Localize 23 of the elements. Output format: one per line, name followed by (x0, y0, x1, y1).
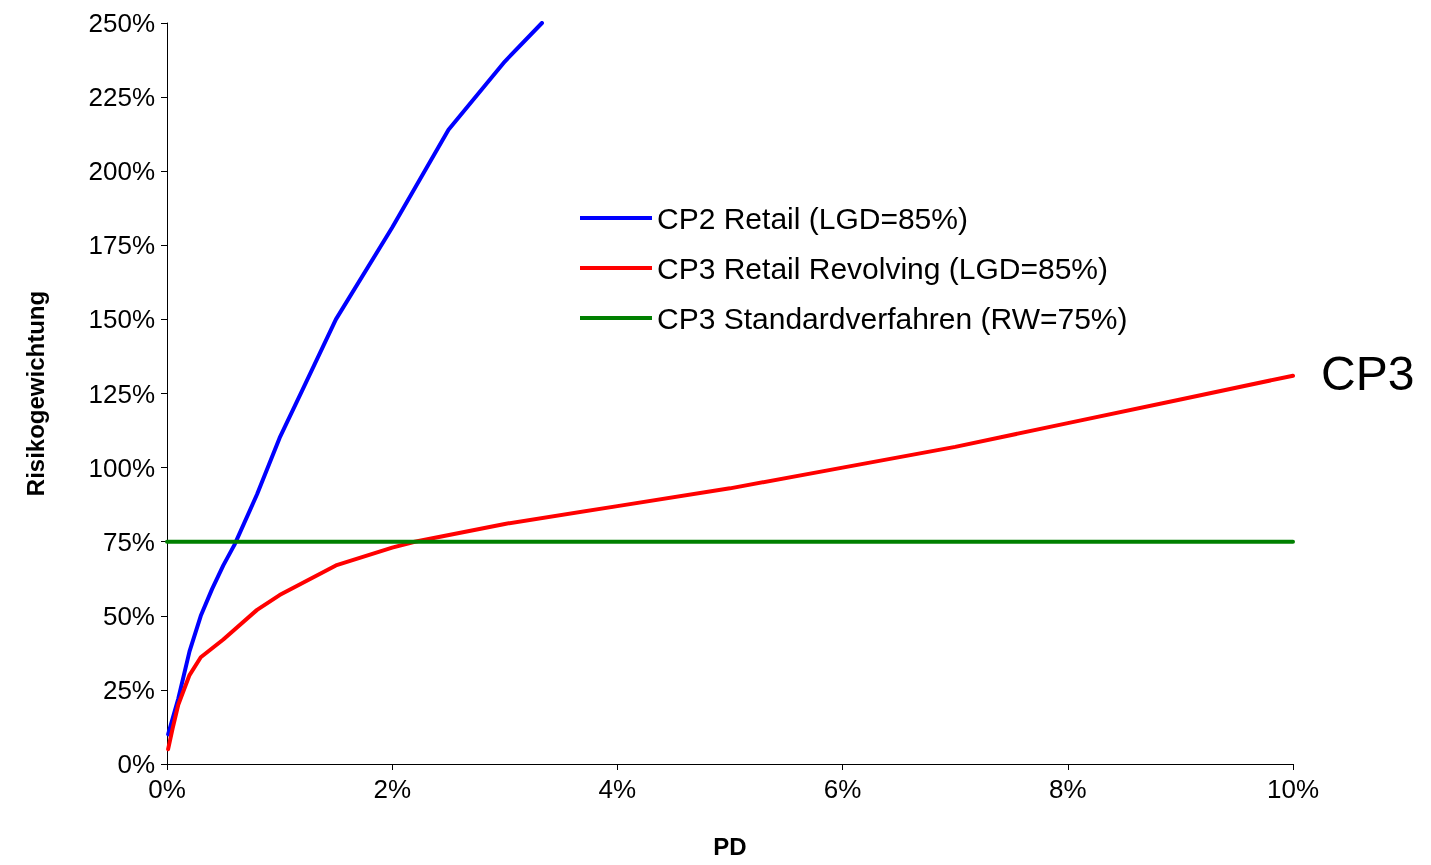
x-tick-label: 8% (1049, 774, 1087, 804)
y-tick-label: 150% (88, 304, 155, 335)
legend-label: CP3 Standardverfahren (RW=75%) (657, 301, 1128, 335)
line-series (166, 373, 1295, 752)
x-tick-label: 10% (1266, 774, 1320, 804)
y-tick-label: 200% (88, 156, 155, 187)
x-tick-label: 6% (823, 774, 862, 804)
y-tick-label: 175% (88, 230, 155, 261)
y-tick-label: 25% (102, 674, 155, 705)
line-series (166, 21, 544, 737)
legend-label: CP3 Retail Revolving (LGD=85%) (657, 251, 1109, 285)
y-tick-label: 50% (102, 600, 155, 631)
y-tick-label: 125% (88, 378, 155, 409)
x-tick-label: 2% (373, 774, 411, 804)
annotation: CP3 (1321, 347, 1415, 401)
y-tick-label: 250% (88, 8, 155, 38)
y-tick-label: 225% (88, 82, 155, 113)
y-tick-label: 75% (102, 526, 155, 557)
y-axis-title: Risikogewichtung (21, 290, 49, 497)
legend-label: CP2 Retail (LGD=85%) (657, 201, 968, 235)
x-tick-label: 4% (598, 774, 637, 804)
x-axis-title: PD (713, 832, 747, 860)
y-tick-label: 100% (88, 452, 155, 483)
